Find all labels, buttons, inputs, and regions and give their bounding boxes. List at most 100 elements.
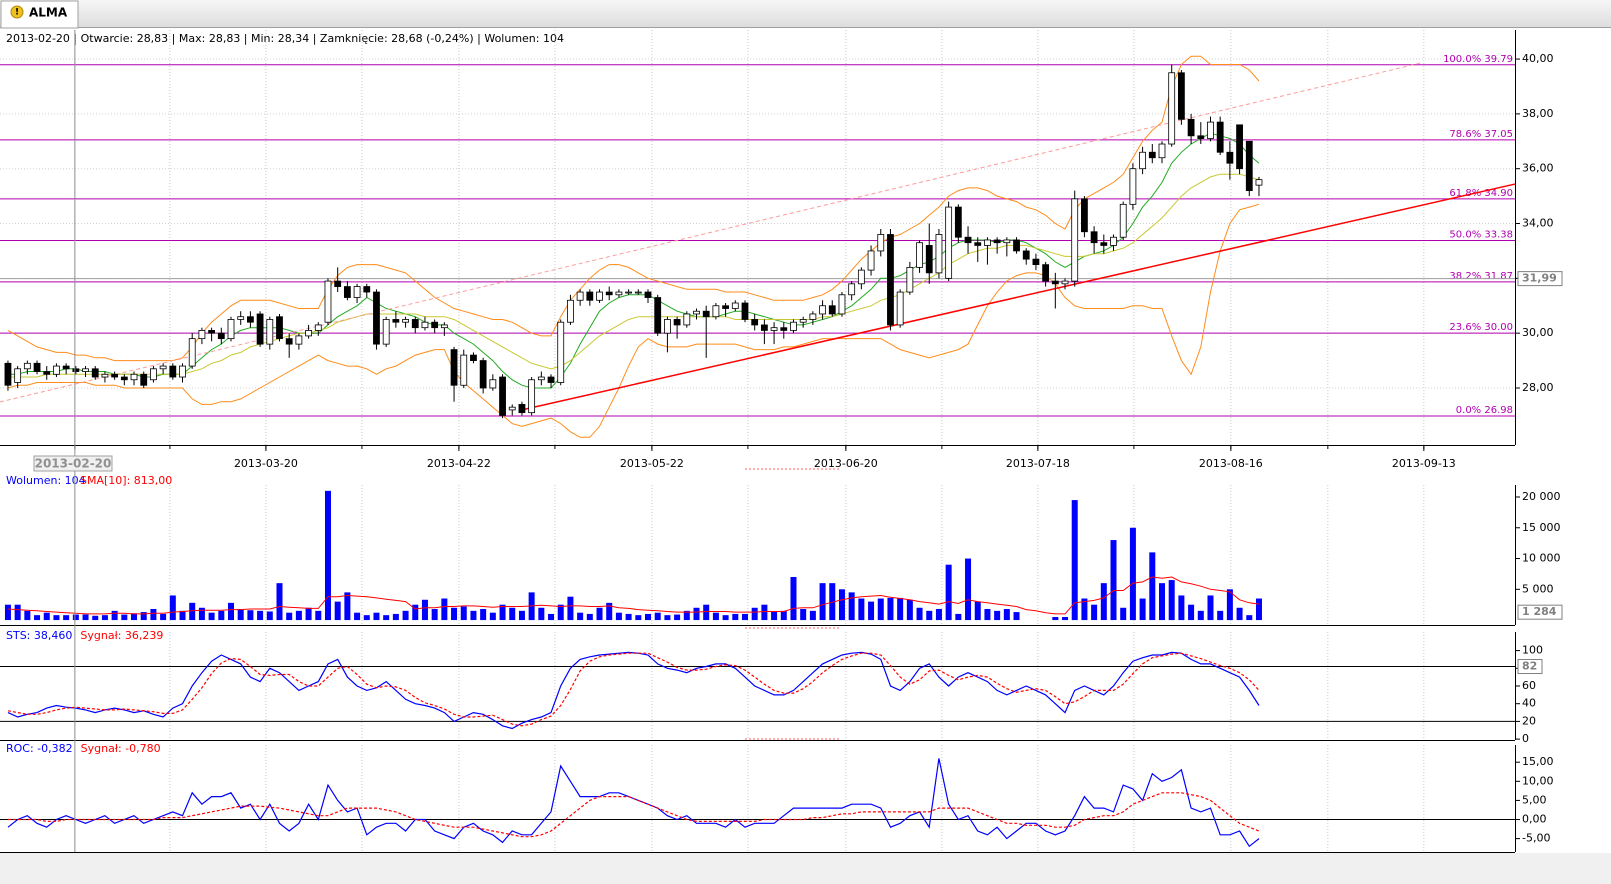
crosshair-label-box [33, 455, 113, 472]
tab[interactable]: ! ALMA [0, 0, 79, 29]
volume-bar [43, 612, 50, 621]
candle-body [4, 362, 12, 386]
candle-body [62, 365, 70, 370]
volume-bar [1062, 617, 1069, 621]
volume-bar [1217, 610, 1224, 621]
candle-body [867, 250, 875, 271]
x-tick-label: 2013-06-20 [814, 457, 878, 470]
candle-body [382, 319, 390, 345]
volume-bar [1168, 580, 1175, 621]
candle-body [150, 368, 157, 381]
volume-bar [295, 610, 302, 621]
volume-bar [615, 612, 622, 621]
volume-bar [557, 604, 564, 621]
x-tick-label: 2013-05-22 [620, 457, 684, 470]
volume-bar [1197, 610, 1204, 621]
volume-bar [1255, 598, 1262, 621]
indicator-line [7, 651, 1260, 730]
level-marker-label: 82 [1522, 660, 1537, 673]
legend-entry: Sygnał: -0,780 [81, 742, 161, 755]
volume-bar [421, 599, 428, 621]
y-tick-label: 28,00 [1522, 381, 1554, 394]
trend-line [521, 183, 1516, 411]
volume-bar [1003, 609, 1010, 621]
candle-body [557, 321, 565, 383]
candle-body [1090, 231, 1098, 244]
candle-body [683, 313, 691, 326]
candle-body [1148, 151, 1156, 159]
volume-bar [237, 609, 244, 621]
fibonacci-label: 23.6% 30.00 [1449, 322, 1513, 333]
bottom-strip [0, 853, 1611, 884]
volume-bar [276, 583, 283, 621]
volume-bar [63, 615, 70, 621]
y-tick-label: 36,00 [1522, 162, 1554, 175]
volume-bar [518, 610, 525, 621]
candle-body [1003, 239, 1011, 244]
candle-body [324, 280, 332, 323]
volume-bar [1226, 589, 1233, 621]
volume-bar [1207, 595, 1214, 621]
tab-icon-mark: ! [15, 8, 19, 18]
volume-bar [683, 610, 690, 621]
volume-bar [790, 577, 797, 621]
candle-body [857, 269, 865, 285]
volume-bar [1071, 500, 1078, 621]
candle-body [547, 376, 555, 383]
overlay-line [8, 173, 1260, 378]
candle-body [576, 291, 584, 301]
candle-body [1032, 258, 1040, 266]
candle-body [421, 321, 429, 329]
candle-body [916, 242, 923, 268]
candle-body [111, 373, 119, 378]
candle-body [266, 319, 274, 345]
candle-body [353, 286, 361, 298]
volume-bar [140, 612, 147, 621]
volume-sma-legend: SMA[10]: 813,00 [80, 474, 172, 487]
candle-body [198, 330, 206, 340]
volume-bar [800, 609, 807, 621]
price-marker-label: 31,99 [1522, 272, 1557, 285]
y-tick-label: 5,00 [1522, 793, 1547, 806]
candle-body [605, 291, 613, 296]
volume-bar [1188, 604, 1195, 621]
volume-bar [945, 564, 952, 621]
candle-body [305, 330, 312, 337]
volume-bar [383, 615, 390, 621]
candle-body [954, 206, 962, 238]
candle-body [809, 313, 817, 320]
indicator-line [7, 758, 1260, 848]
volume-bar [984, 609, 991, 621]
candle-body [1110, 236, 1117, 246]
volume-bar [974, 601, 981, 621]
candle-body [276, 316, 283, 340]
ohlc-header: 2013-02-20 | Otwarcie: 28,83 | Max: 28,8… [6, 32, 564, 45]
candle-body [673, 319, 681, 326]
candle-body [935, 234, 943, 274]
candle-body [567, 299, 574, 323]
volume-bar [916, 607, 923, 621]
y-tick-label: 40,00 [1522, 52, 1554, 65]
candle-body [470, 354, 477, 361]
candle-body [722, 305, 729, 309]
candle-body [615, 291, 623, 296]
candle-body [499, 376, 506, 416]
candle-body [1187, 118, 1195, 137]
crosshair-label: 2013-02-20 [35, 457, 112, 471]
y-tick-label: 40 [1522, 697, 1536, 710]
candle-body [634, 291, 642, 294]
candle-body [237, 316, 245, 320]
candle-body [188, 338, 196, 367]
candle-body [256, 313, 264, 345]
indicator-line [7, 652, 1260, 727]
y-tick-label: 5 000 [1522, 582, 1554, 595]
volume-bar [712, 612, 719, 621]
volume-bar [606, 602, 613, 621]
volume-bar [24, 610, 31, 621]
candle-body [1042, 264, 1050, 282]
volume-bar [848, 592, 855, 621]
candle-body [537, 376, 545, 381]
volume-bar [431, 609, 438, 621]
candle-body [712, 305, 720, 318]
volume-bar [121, 614, 128, 621]
